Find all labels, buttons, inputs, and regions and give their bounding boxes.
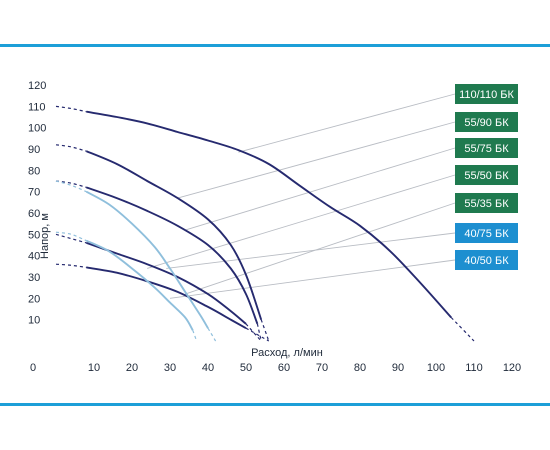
series-tail-dashed — [450, 317, 475, 342]
x-tick-label: 10 — [88, 362, 100, 374]
y-tick-label: 100 — [28, 123, 46, 135]
x-tick-label: 100 — [427, 362, 445, 374]
y-tick-label: 120 — [28, 80, 46, 92]
leader-line — [185, 147, 456, 231]
legend-badge-label: 55/75 БК — [464, 143, 509, 155]
y-tick-label: 40 — [28, 251, 40, 263]
leader-line — [238, 93, 456, 153]
y-tick-label: 20 — [28, 293, 40, 305]
y-tick-label: 70 — [28, 187, 40, 199]
leader-lines — [147, 93, 456, 299]
series-tail-dashed — [260, 319, 270, 342]
legend-badge-label: 40/50 БК — [464, 255, 509, 267]
y-axis-ticks: 10 20 30 40 50 60 70 80 90 100 110 120 — [28, 80, 46, 327]
series-start-dashed — [55, 263, 87, 268]
x-tick-label: 50 — [240, 362, 252, 374]
legend-badge — [455, 223, 518, 243]
top-rule — [0, 44, 550, 47]
y-axis-title: Напор, м — [39, 213, 51, 259]
leader-line — [166, 232, 456, 269]
legend-badge — [455, 84, 518, 104]
y-tick-label: 30 — [28, 272, 40, 284]
legend-badge — [455, 193, 518, 213]
x-tick-label: 110 — [465, 362, 483, 374]
series-start-dashed — [55, 231, 87, 242]
series-tail-dashed — [192, 330, 198, 342]
series-line — [85, 190, 209, 329]
series-tail-dashed — [245, 323, 262, 342]
legend-badge — [455, 250, 518, 270]
x-tick-label: 0 — [30, 362, 36, 374]
x-tick-label: 30 — [164, 362, 176, 374]
legend-badge-label: 55/35 БК — [464, 198, 509, 210]
legend-badge — [455, 138, 518, 158]
legend-badge — [455, 112, 518, 132]
leader-line — [169, 259, 456, 299]
series-tail-dashed — [245, 327, 270, 342]
series-line — [86, 242, 247, 325]
legend-badge — [455, 165, 518, 185]
y-tick-label: 60 — [28, 208, 40, 220]
legend-badge-label: 110/110 БК — [459, 89, 514, 101]
x-tick-label: 120 — [503, 362, 521, 374]
x-axis-ticks: 0 10 20 30 40 50 60 70 80 90 100 110 120 — [30, 362, 521, 374]
series-line — [86, 150, 263, 321]
x-axis-title: Расход, л/мин — [251, 347, 323, 359]
legend-badges: 110/110 БК 55/90 БК 55/75 БК 55/50 БК 55/35 … — [455, 84, 518, 270]
series-line — [86, 186, 259, 325]
y-tick-label: 90 — [28, 144, 40, 156]
curves-layer — [55, 105, 475, 342]
x-tick-label: 80 — [354, 362, 366, 374]
x-tick-label: 40 — [202, 362, 214, 374]
bottom-rule — [0, 403, 550, 406]
y-tick-label: 110 — [28, 101, 46, 113]
x-tick-label: 20 — [126, 362, 138, 374]
legend-badge-label: 55/90 БК — [464, 117, 509, 129]
series-tail-dashed — [207, 327, 217, 342]
y-tick-label: 10 — [28, 315, 40, 327]
series-line — [85, 239, 194, 331]
leader-line — [185, 202, 456, 295]
series-start-dashed — [55, 180, 87, 188]
x-tick-label: 70 — [316, 362, 328, 374]
x-tick-label: 60 — [278, 362, 290, 374]
legend-badge-label: 40/75 БК — [464, 228, 509, 240]
series-line — [86, 266, 247, 330]
leader-line — [147, 174, 456, 269]
series-start-dashed — [55, 105, 87, 113]
series-start-dashed — [55, 144, 87, 152]
y-tick-label: 50 — [28, 229, 40, 241]
y-tick-label: 80 — [28, 165, 40, 177]
series-line — [86, 110, 452, 319]
series-tail-dashed — [256, 323, 262, 342]
x-tick-label: 90 — [392, 362, 404, 374]
leader-line — [177, 121, 456, 199]
legend-badge-label: 55/50 БК — [464, 170, 509, 182]
